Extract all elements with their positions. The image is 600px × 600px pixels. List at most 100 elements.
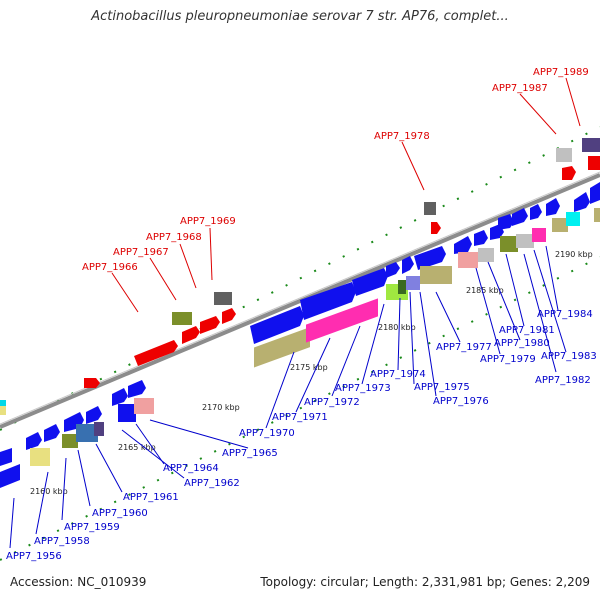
gene-feature [250,306,304,344]
gene-feature [478,248,494,262]
gene-feature [134,340,178,366]
gene-label-app7-1958: APP7_1958 [34,536,90,547]
gene-label-app7-1961: APP7_1961 [123,492,179,503]
gene-feature [474,230,488,246]
gene-feature [500,236,518,252]
gene-feature [128,380,146,398]
gene-label-app7-1960: APP7_1960 [92,508,148,519]
gene-feature [566,212,580,226]
blue-gene-labels[interactable]: APP7_1956 APP7_1958 APP7_1959 APP7_1960 … [6,309,597,562]
ruler-label: 2190 kbp [555,250,593,259]
genome-summary-text: Topology: circular; Length: 2,331,981 bp… [260,575,590,589]
gene-feature [590,182,600,204]
gene-feature [84,378,100,388]
gene-feature [134,398,154,414]
gene-feature [44,424,60,442]
gene-label-app7-1989: APP7_1989 [533,67,589,78]
red-gene-labels[interactable]: APP7_1966 APP7_1967 APP7_1968 APP7_1969 … [82,67,589,273]
gene-label-app7-1983: APP7_1983 [541,351,597,362]
gene-label-app7-1975: APP7_1975 [414,382,470,393]
ruler-label: 2180 kbp [378,323,416,332]
gene-feature [26,432,42,450]
gene-label-app7-1971: APP7_1971 [272,412,328,423]
gene-feature [406,276,420,290]
gene-label-app7-1964: APP7_1964 [163,463,219,474]
ruler-label: 2185 kbp [466,286,504,295]
gene-feature [546,198,560,216]
gene-label-app7-1968: APP7_1968 [146,232,202,243]
gene-feature [118,404,136,422]
gene-feature [582,138,600,152]
gene-feature [458,252,478,268]
ruler-label: 2165 kbp [118,443,156,452]
gene-feature [402,256,414,274]
gene-feature [431,222,441,234]
gene-feature [532,228,546,242]
gene-feature [574,192,590,212]
gene-feature [420,266,452,284]
gene-label-app7-1967: APP7_1967 [113,247,169,258]
gene-feature [86,406,102,424]
gene-label-app7-1976: APP7_1976 [433,396,489,407]
ruler-label: 2160 kbp [30,487,68,496]
gene-feature [498,214,514,230]
gene-feature [94,422,104,436]
outer-dotted-track [0,126,600,431]
gene-label-app7-1962: APP7_1962 [184,478,240,489]
gene-feature [552,218,568,232]
gene-feature [200,316,220,334]
gene-feature [562,166,576,180]
gene-label-app7-1969: APP7_1969 [180,216,236,227]
gene-feature [454,236,472,254]
gene-feature [30,448,50,466]
accession-text: Accession: NC_010939 [10,575,147,589]
ruler-labels: 2160 kbp 2165 kbp 2170 kbp 2175 kbp 2180… [30,250,593,496]
gene-label-app7-1984: APP7_1984 [537,309,593,320]
gene-label-app7-1977: APP7_1977 [436,342,492,353]
gene-feature [516,234,534,248]
gene-label-app7-1974: APP7_1974 [370,369,426,380]
blue-leader-lines [9,245,567,549]
gene-feature [62,434,78,448]
gene-feature [306,298,378,343]
gene-feature [594,208,600,222]
forward-genes[interactable] [0,138,600,415]
gene-label-app7-1979: APP7_1979 [480,354,536,365]
gene-feature [182,326,200,344]
gene-label-app7-1956: APP7_1956 [6,551,62,562]
reverse-genes[interactable] [0,182,600,488]
gene-feature [386,262,400,278]
gene-feature [76,424,98,442]
gene-label-app7-1987: APP7_1987 [492,83,548,94]
gene-feature [112,388,128,406]
red-leader-lines [111,77,581,313]
gene-label-app7-1972: APP7_1972 [304,397,360,408]
gene-feature [214,292,232,305]
gene-label-app7-1973: APP7_1973 [335,383,391,394]
gene-feature [172,312,192,325]
gene-label-app7-1970: APP7_1970 [239,428,295,439]
ruler-label: 2175 kbp [290,363,328,372]
gene-feature [0,400,6,406]
gene-feature [588,156,600,170]
gene-feature [254,327,310,368]
gene-feature [556,148,572,162]
gene-label-app7-1978: APP7_1978 [374,131,430,142]
gene-feature [512,208,528,226]
gene-feature [398,280,406,294]
gene-label-app7-1966: APP7_1966 [82,262,138,273]
genome-backbone [0,171,600,429]
inner-dotted-track [0,256,600,561]
gene-label-app7-1981: APP7_1981 [499,325,555,336]
gene-label-app7-1980: APP7_1980 [494,338,550,349]
gene-label-app7-1959: APP7_1959 [64,522,120,533]
gene-label-app7-1965: APP7_1965 [222,448,278,459]
gene-feature [414,246,446,270]
gene-label-app7-1982: APP7_1982 [535,375,591,386]
gene-feature [222,308,236,324]
map-title: Actinobacillus pleuropneumoniae serovar … [91,9,509,24]
ruler-label: 2170 kbp [202,403,240,412]
gene-feature [352,268,388,296]
gene-feature [0,448,12,466]
